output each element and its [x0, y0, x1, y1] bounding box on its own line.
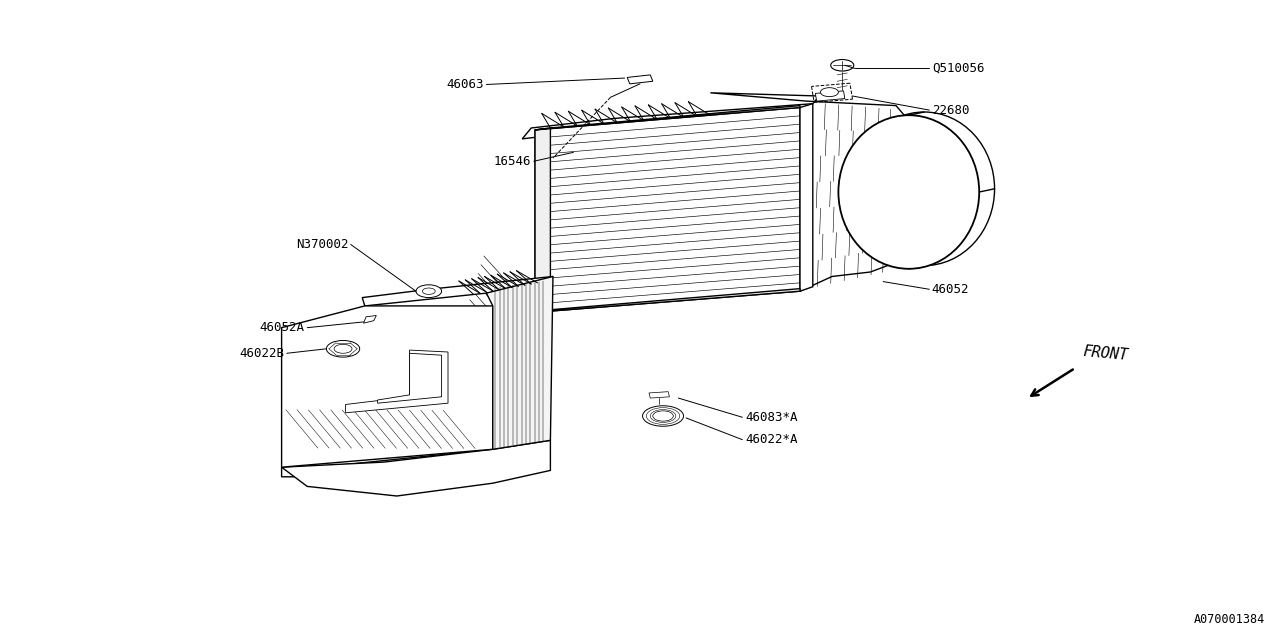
Text: A070001384: A070001384: [1193, 613, 1265, 626]
Polygon shape: [346, 350, 448, 413]
Polygon shape: [378, 353, 442, 403]
Text: 46052A: 46052A: [260, 321, 305, 334]
Polygon shape: [627, 75, 653, 84]
Polygon shape: [815, 91, 845, 101]
Polygon shape: [800, 104, 813, 291]
Text: 46063: 46063: [447, 78, 484, 91]
Polygon shape: [535, 128, 550, 312]
Ellipse shape: [838, 115, 979, 269]
Text: Q510056: Q510056: [932, 62, 984, 75]
Polygon shape: [535, 289, 800, 312]
Circle shape: [416, 285, 442, 298]
Text: 16546: 16546: [494, 155, 531, 168]
Polygon shape: [362, 276, 553, 306]
Polygon shape: [649, 392, 669, 398]
Polygon shape: [486, 276, 553, 449]
Polygon shape: [522, 104, 813, 139]
Ellipse shape: [854, 112, 995, 266]
Circle shape: [326, 340, 360, 357]
Text: 22680: 22680: [932, 104, 969, 116]
Text: N370002: N370002: [296, 238, 348, 251]
Polygon shape: [535, 106, 800, 130]
Polygon shape: [282, 440, 550, 496]
Circle shape: [334, 344, 352, 353]
Circle shape: [643, 406, 684, 426]
Circle shape: [820, 88, 838, 97]
Circle shape: [653, 411, 673, 421]
Text: 46083*A: 46083*A: [745, 411, 797, 424]
Polygon shape: [710, 93, 915, 291]
Polygon shape: [282, 449, 493, 477]
Text: FRONT: FRONT: [1082, 344, 1129, 363]
Polygon shape: [364, 316, 376, 323]
Polygon shape: [535, 108, 800, 312]
Text: 46052: 46052: [932, 283, 969, 296]
Text: 46022B: 46022B: [239, 347, 284, 360]
Text: 46022*A: 46022*A: [745, 433, 797, 446]
Polygon shape: [282, 306, 493, 467]
Circle shape: [831, 60, 854, 71]
